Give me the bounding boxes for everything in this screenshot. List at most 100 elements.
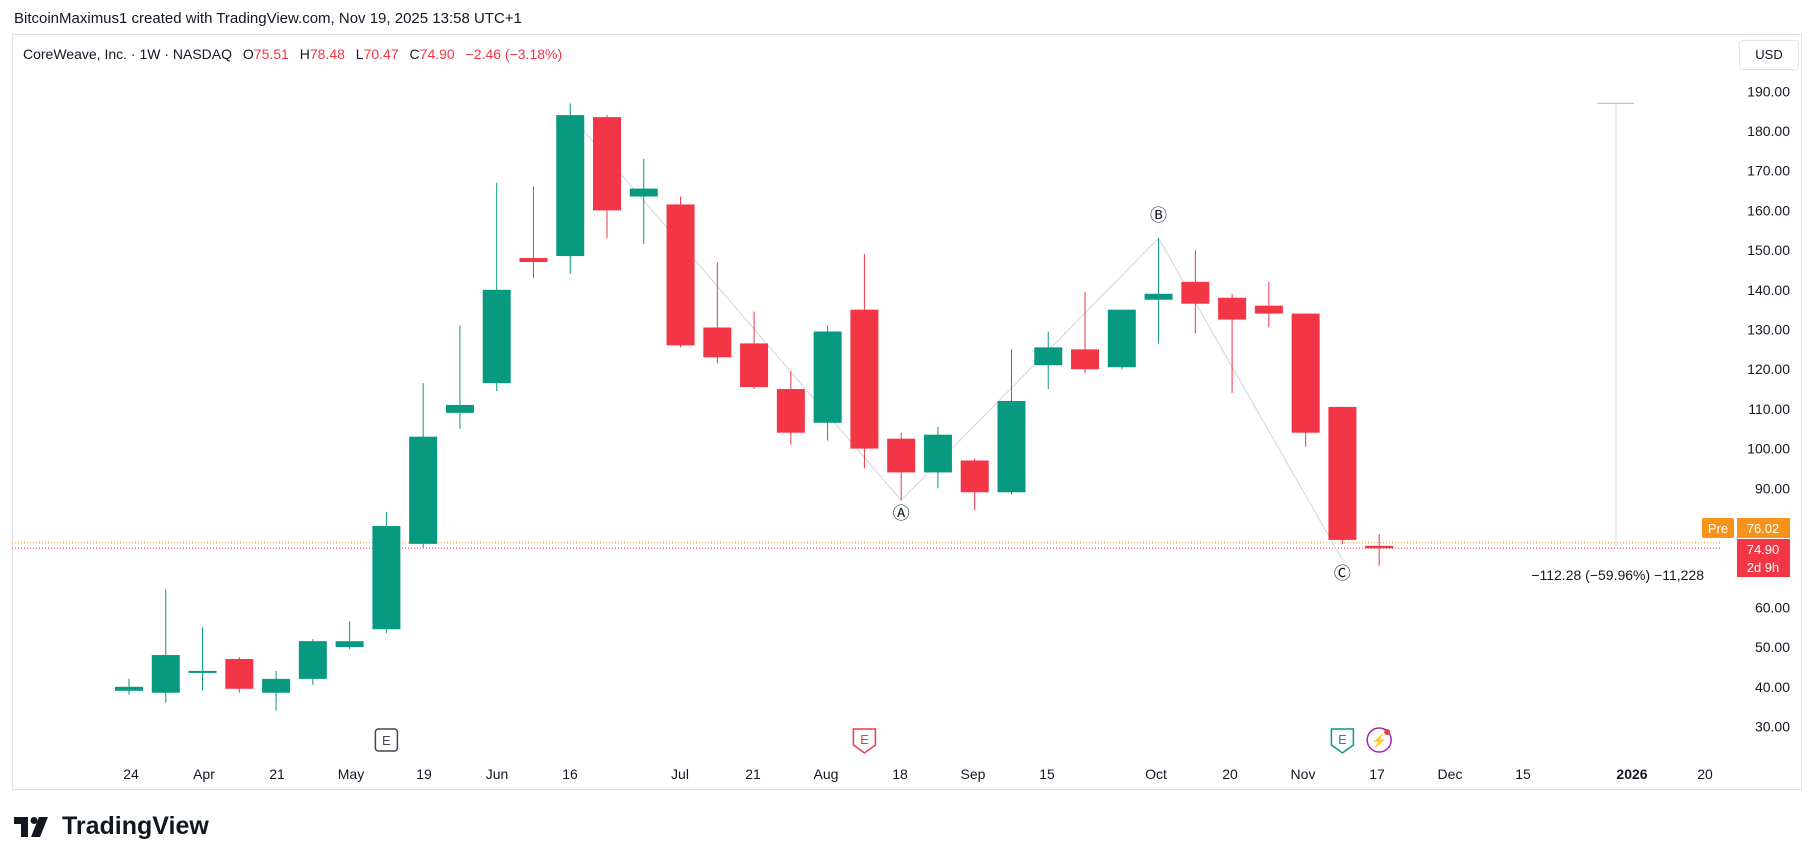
earnings-icon-label: E: [860, 732, 869, 747]
candle-body[interactable]: [997, 400, 1026, 493]
x-axis-tick-label: 19: [416, 766, 432, 782]
low-label: L: [355, 46, 364, 62]
y-axis-tick-label: 110.00: [1748, 401, 1790, 417]
open-label: O: [242, 46, 254, 62]
x-axis-tick-label: 18: [892, 766, 908, 782]
candle-body[interactable]: [923, 434, 952, 473]
y-axis-tick-label: 150.00: [1747, 242, 1790, 258]
candle-body[interactable]: [335, 641, 364, 648]
candle-body[interactable]: [1291, 313, 1320, 433]
symbol-name[interactable]: CoreWeave, Inc. · 1W · NASDAQ: [23, 46, 233, 62]
candle-body[interactable]: [188, 670, 217, 673]
candle-body[interactable]: [1071, 349, 1100, 370]
earnings-icon-label: E: [1338, 732, 1347, 747]
x-axis-tick-label: Jun: [486, 766, 509, 782]
countdown-text: 2d 9h: [1747, 560, 1780, 575]
x-axis-tick-label: Sep: [961, 766, 986, 782]
x-axis-tick-label: 17: [1369, 766, 1385, 782]
y-axis-tick-label: 130.00: [1747, 322, 1790, 338]
candle-body[interactable]: [1328, 406, 1357, 540]
premarket-price-badge: [1737, 518, 1790, 538]
measure-label: −112.28 (−59.96%) −11,228: [1531, 567, 1704, 583]
abc-pattern-line[interactable]: [569, 114, 1343, 561]
candle-body[interactable]: [1254, 305, 1283, 314]
candle-body[interactable]: [850, 309, 879, 449]
candle-body[interactable]: [115, 686, 143, 691]
candle-body[interactable]: [372, 526, 401, 630]
earnings-icon[interactable]: [1330, 728, 1355, 754]
candle-body[interactable]: [409, 436, 438, 544]
currency-button[interactable]: USD: [1739, 40, 1799, 70]
low-value: 70.47: [363, 46, 399, 62]
candle-body[interactable]: [482, 289, 511, 384]
y-axis-tick-label: 50.00: [1755, 639, 1790, 655]
x-axis-tick-label: 24: [123, 766, 139, 782]
tradingview-logo[interactable]: TradingView: [14, 812, 209, 841]
candle-body[interactable]: [298, 641, 327, 679]
high-value: 78.48: [309, 46, 345, 62]
earnings-icon[interactable]: [374, 728, 399, 752]
lightning-icon-dot: [1384, 729, 1391, 735]
candle-body[interactable]: [1107, 309, 1136, 368]
candle-body[interactable]: [960, 460, 989, 493]
earnings-icon[interactable]: [852, 728, 877, 754]
x-axis-tick-label: Nov: [1291, 766, 1316, 782]
y-axis-tick-label: 160.00: [1747, 202, 1790, 218]
attribution-text: BitcoinMaximus1 created with TradingView…: [14, 10, 522, 27]
abc-wave-label: Ⓑ: [1150, 206, 1167, 225]
candle-body[interactable]: [445, 404, 474, 413]
candle-body[interactable]: [813, 331, 842, 423]
chart-frame: [12, 34, 1802, 790]
candle-body[interactable]: [519, 258, 548, 263]
y-axis-tick-label: 30.00: [1755, 719, 1790, 735]
candle-body[interactable]: [776, 389, 805, 433]
abc-wave-label: Ⓒ: [1334, 564, 1351, 583]
x-axis-tick-label: 16: [562, 766, 578, 782]
last-price-badge: [1737, 539, 1790, 577]
candle-body[interactable]: [740, 343, 769, 388]
candle-body[interactable]: [225, 659, 254, 689]
symbol-header: CoreWeave, Inc. · 1W · NASDAQ O75.51 H78…: [23, 46, 562, 62]
x-axis-tick-label: 15: [1039, 766, 1055, 782]
y-axis-tick-label: 170.00: [1747, 163, 1790, 179]
y-axis-tick-label: 140.00: [1747, 282, 1790, 298]
y-axis-tick-label: 40.00: [1755, 679, 1790, 695]
y-axis-tick-label: 190.00: [1747, 83, 1790, 99]
x-axis-tick-label: 20: [1222, 766, 1238, 782]
candle-body[interactable]: [556, 115, 585, 257]
premarket-tag-label: Pre: [1708, 521, 1728, 536]
candle-body[interactable]: [262, 678, 291, 693]
x-axis-tick-label: 15: [1515, 766, 1531, 782]
x-axis-tick-label: 21: [269, 766, 285, 782]
candle-body[interactable]: [666, 204, 695, 346]
premarket-price-text: 76.02: [1747, 521, 1780, 536]
candle-body[interactable]: [1034, 347, 1063, 366]
close-value: 74.90: [419, 46, 455, 62]
candle-body[interactable]: [593, 117, 622, 211]
lightning-icon-label: ⚡: [1371, 733, 1387, 749]
tradingview-logo-icon: [14, 816, 48, 837]
candle-body[interactable]: [1181, 281, 1210, 304]
premarket-tag: [1702, 518, 1734, 538]
close-label: C: [409, 46, 420, 62]
candle-body[interactable]: [1144, 293, 1173, 300]
x-axis-tick-label: Apr: [193, 766, 215, 782]
y-axis-tick-label: 180.00: [1747, 123, 1790, 139]
abc-wave-label: Ⓐ: [893, 504, 910, 523]
earnings-icon-label: E: [382, 733, 391, 748]
candle-body[interactable]: [1218, 297, 1247, 320]
x-axis-tick-label: May: [338, 766, 364, 782]
tradingview-logo-text: TradingView: [62, 812, 209, 840]
candle-body[interactable]: [1365, 545, 1394, 549]
candle-body[interactable]: [629, 188, 658, 197]
candle-body[interactable]: [151, 655, 180, 693]
open-value: 75.51: [253, 46, 289, 62]
x-axis-tick-label: 2026: [1616, 766, 1647, 782]
x-axis-tick-label: Oct: [1145, 766, 1167, 782]
x-axis-tick-label: Aug: [814, 766, 839, 782]
candle-body[interactable]: [887, 438, 916, 473]
high-label: H: [299, 46, 310, 62]
last-price-text: 74.90: [1747, 542, 1780, 557]
candle-body[interactable]: [703, 327, 732, 358]
